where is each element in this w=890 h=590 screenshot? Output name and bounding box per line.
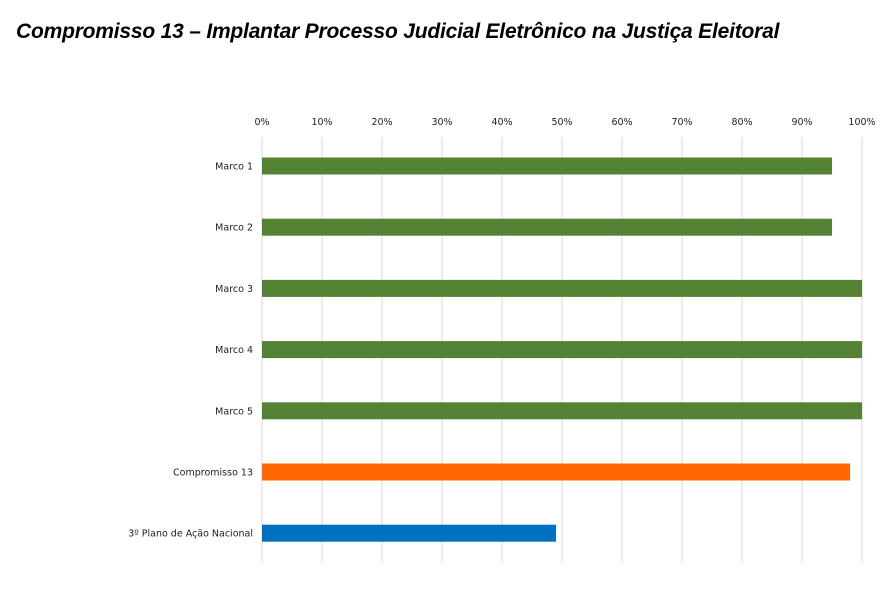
bar [262,524,556,542]
x-tick-label: 0% [254,117,269,128]
x-tick-label: 100% [848,117,875,128]
bar [262,402,862,420]
bars [262,157,862,542]
bar [262,218,832,236]
category-label: Marco 2 [215,223,253,234]
category-label: Marco 3 [215,284,253,295]
x-tick-label: 40% [491,117,512,128]
x-tick-label: 30% [431,117,452,128]
x-tick-label: 70% [671,117,692,128]
bar [262,341,862,359]
category-label: 3º Plano de Ação Nacional [128,529,253,540]
x-tick-label: 50% [551,117,572,128]
bar [262,157,832,175]
x-tick-labels: 0% 10% 20% 30% 40% 50% 60% 70% 80% 90% 100% [254,117,875,128]
category-label: Marco 4 [215,345,253,356]
x-tick-label: 90% [791,117,812,128]
category-label: Compromisso 13 [173,468,253,479]
bar [262,279,862,297]
bar [262,463,850,481]
chart-title: Compromisso 13 – Implantar Processo Judi… [16,20,780,43]
category-label: Marco 5 [215,406,253,417]
category-labels: Marco 1 Marco 2 Marco 3 Marco 4 Marco 5 Compr… [128,162,253,540]
category-label: Marco 1 [215,162,253,173]
x-tick-label: 60% [611,117,632,128]
x-tick-label: 20% [371,117,392,128]
x-tick-label: 10% [311,117,332,128]
x-tick-label: 80% [731,117,752,128]
